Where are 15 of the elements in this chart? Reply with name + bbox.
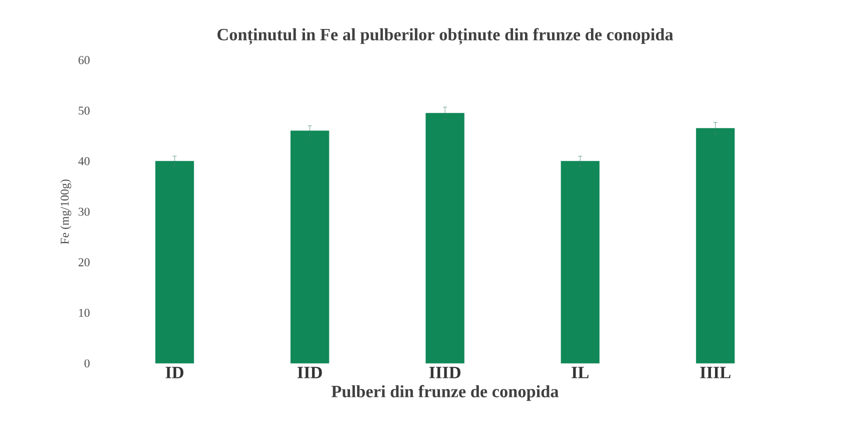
x-tick-label: IL (572, 366, 589, 378)
y-tick-label: 10 (79, 308, 90, 317)
x-tick-label: ID (166, 366, 184, 378)
y-tick-label: 0 (84, 359, 90, 368)
y-tick-label: 30 (78, 208, 90, 216)
y-tick-label: 20 (78, 258, 90, 266)
x-tick-label: IID (297, 366, 322, 378)
y-tick-label: 60 (78, 56, 90, 64)
x-tick-label: IIIL (700, 366, 730, 378)
y-tick-label: 40 (78, 157, 90, 166)
y-axis-title: Fe (mg/100g) (60, 180, 72, 244)
x-axis-title: Pulberi din frunze de conopida (331, 385, 559, 401)
y-tick-label: 50 (78, 106, 90, 115)
x-tick-label: IIID (429, 366, 460, 378)
chart-title: Conținutul in Fe al pulberilor obținute din frunze de conopida (217, 28, 674, 45)
